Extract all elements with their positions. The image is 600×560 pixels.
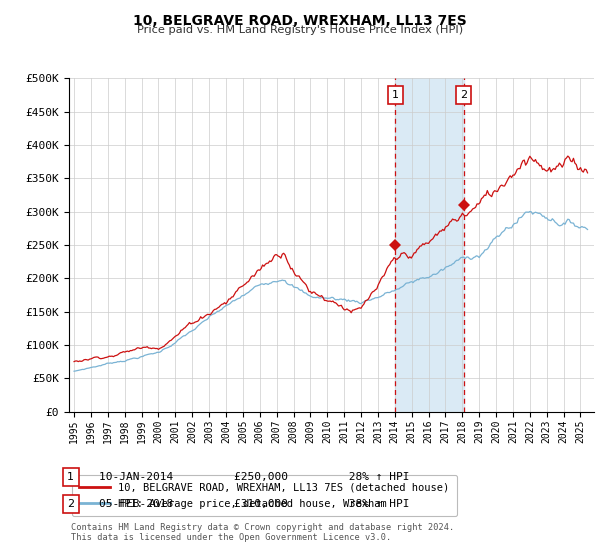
Text: 2: 2 (460, 90, 467, 100)
Bar (395, 78, 464, 412)
Text: 05-FEB-2018         £310,000         38% ↑ HPI: 05-FEB-2018 £310,000 38% ↑ HPI (99, 499, 409, 509)
Text: 1: 1 (67, 472, 74, 482)
Text: Price paid vs. HM Land Registry's House Price Index (HPI): Price paid vs. HM Land Registry's House … (137, 25, 463, 35)
Text: 10, BELGRAVE ROAD, WREXHAM, LL13 7ES: 10, BELGRAVE ROAD, WREXHAM, LL13 7ES (133, 14, 467, 28)
Legend: 10, BELGRAVE ROAD, WREXHAM, LL13 7ES (detached house), HPI: Average price, detac: 10, BELGRAVE ROAD, WREXHAM, LL13 7ES (de… (71, 475, 457, 516)
Text: 1: 1 (392, 90, 399, 100)
Text: Contains HM Land Registry data © Crown copyright and database right 2024.
This d: Contains HM Land Registry data © Crown c… (71, 522, 454, 542)
Text: 10-JAN-2014         £250,000         28% ↑ HPI: 10-JAN-2014 £250,000 28% ↑ HPI (99, 472, 409, 482)
Text: 2: 2 (67, 499, 74, 509)
